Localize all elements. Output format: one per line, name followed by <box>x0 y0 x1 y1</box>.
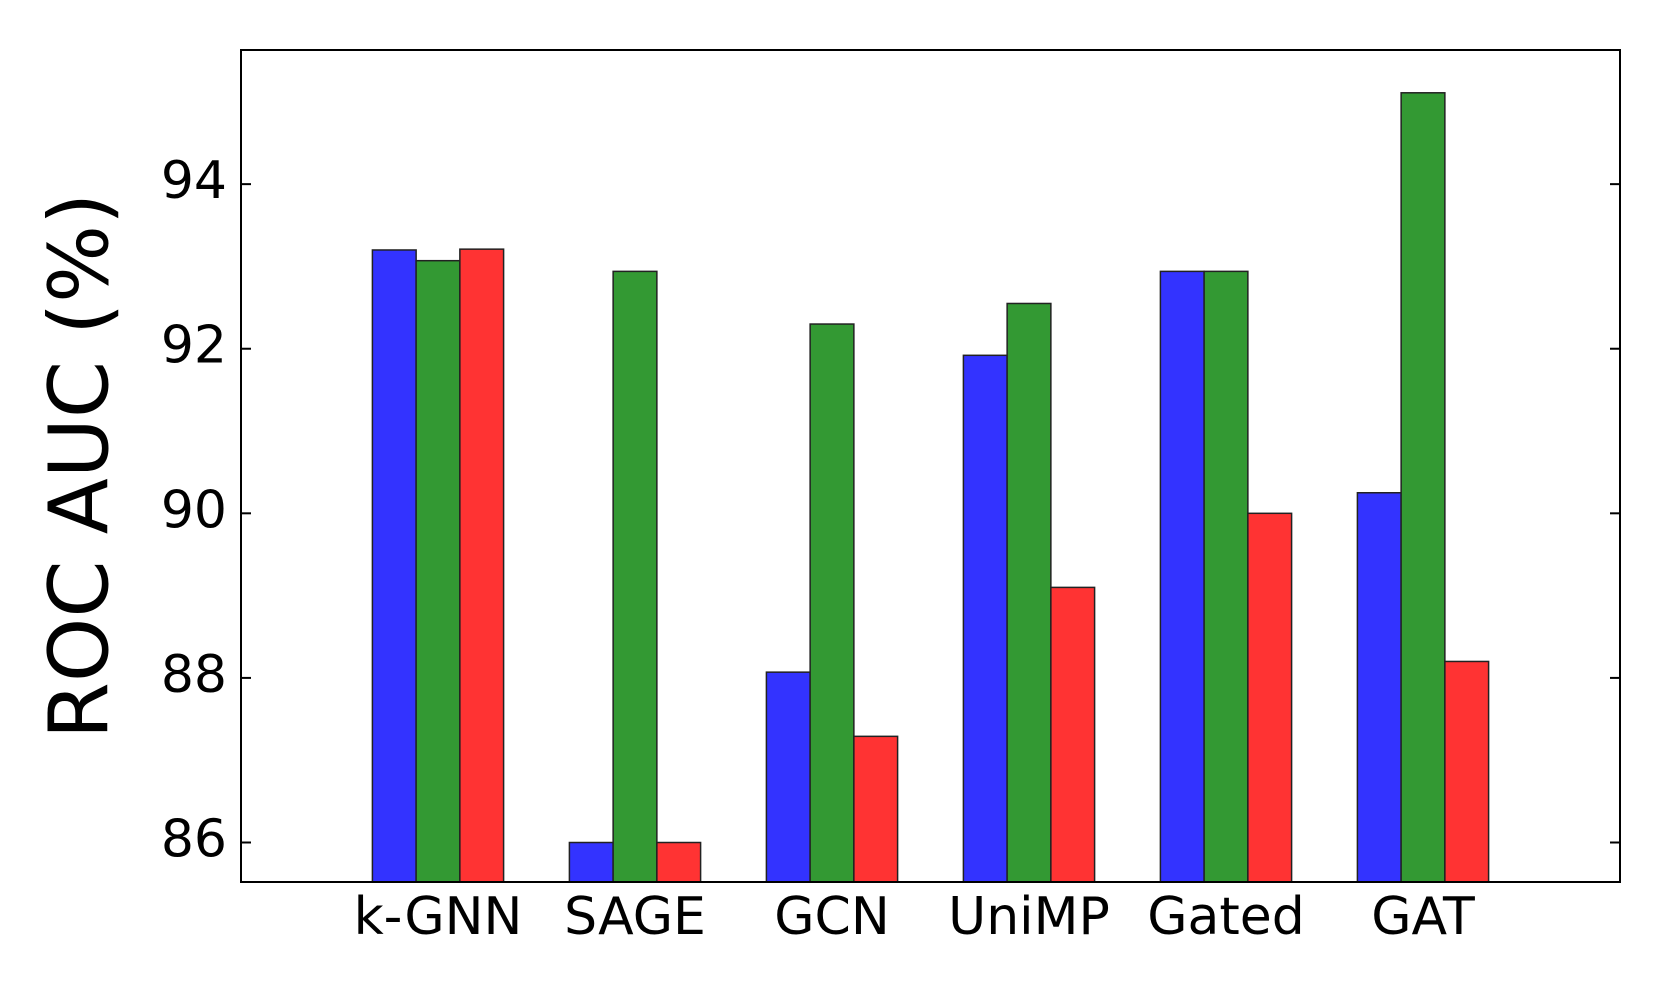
bar <box>415 259 461 883</box>
x-tick-label: GCN <box>774 887 890 947</box>
plot-frame <box>240 49 1621 883</box>
bar <box>1400 92 1446 883</box>
x-tick-label: Gated <box>1147 887 1305 947</box>
bar <box>1050 586 1096 883</box>
y-tick-label: 88 <box>161 645 227 705</box>
x-tick-label: k-GNN <box>354 887 523 947</box>
bar <box>1247 512 1293 883</box>
bar <box>1356 491 1402 883</box>
x-tick-label: UniMP <box>948 887 1110 947</box>
bar <box>371 249 417 883</box>
y-tick-label: 92 <box>161 316 227 376</box>
y-tick-label: 90 <box>161 480 227 540</box>
bar <box>612 270 658 883</box>
bar <box>1159 270 1205 883</box>
x-tick-label: GAT <box>1371 887 1475 947</box>
bar <box>1444 660 1490 883</box>
bar <box>656 841 702 883</box>
y-axis-label: ROC AUC (%) <box>32 193 127 739</box>
bar <box>1203 270 1249 883</box>
y-tick-label: 94 <box>161 151 227 211</box>
x-tick-label: SAGE <box>564 887 706 947</box>
bar <box>568 841 614 883</box>
bar <box>809 323 855 883</box>
bar <box>1006 302 1052 883</box>
bar <box>459 248 505 883</box>
bar <box>962 354 1008 883</box>
bar <box>853 735 899 883</box>
bar <box>765 671 811 883</box>
y-tick-label: 86 <box>161 809 227 869</box>
